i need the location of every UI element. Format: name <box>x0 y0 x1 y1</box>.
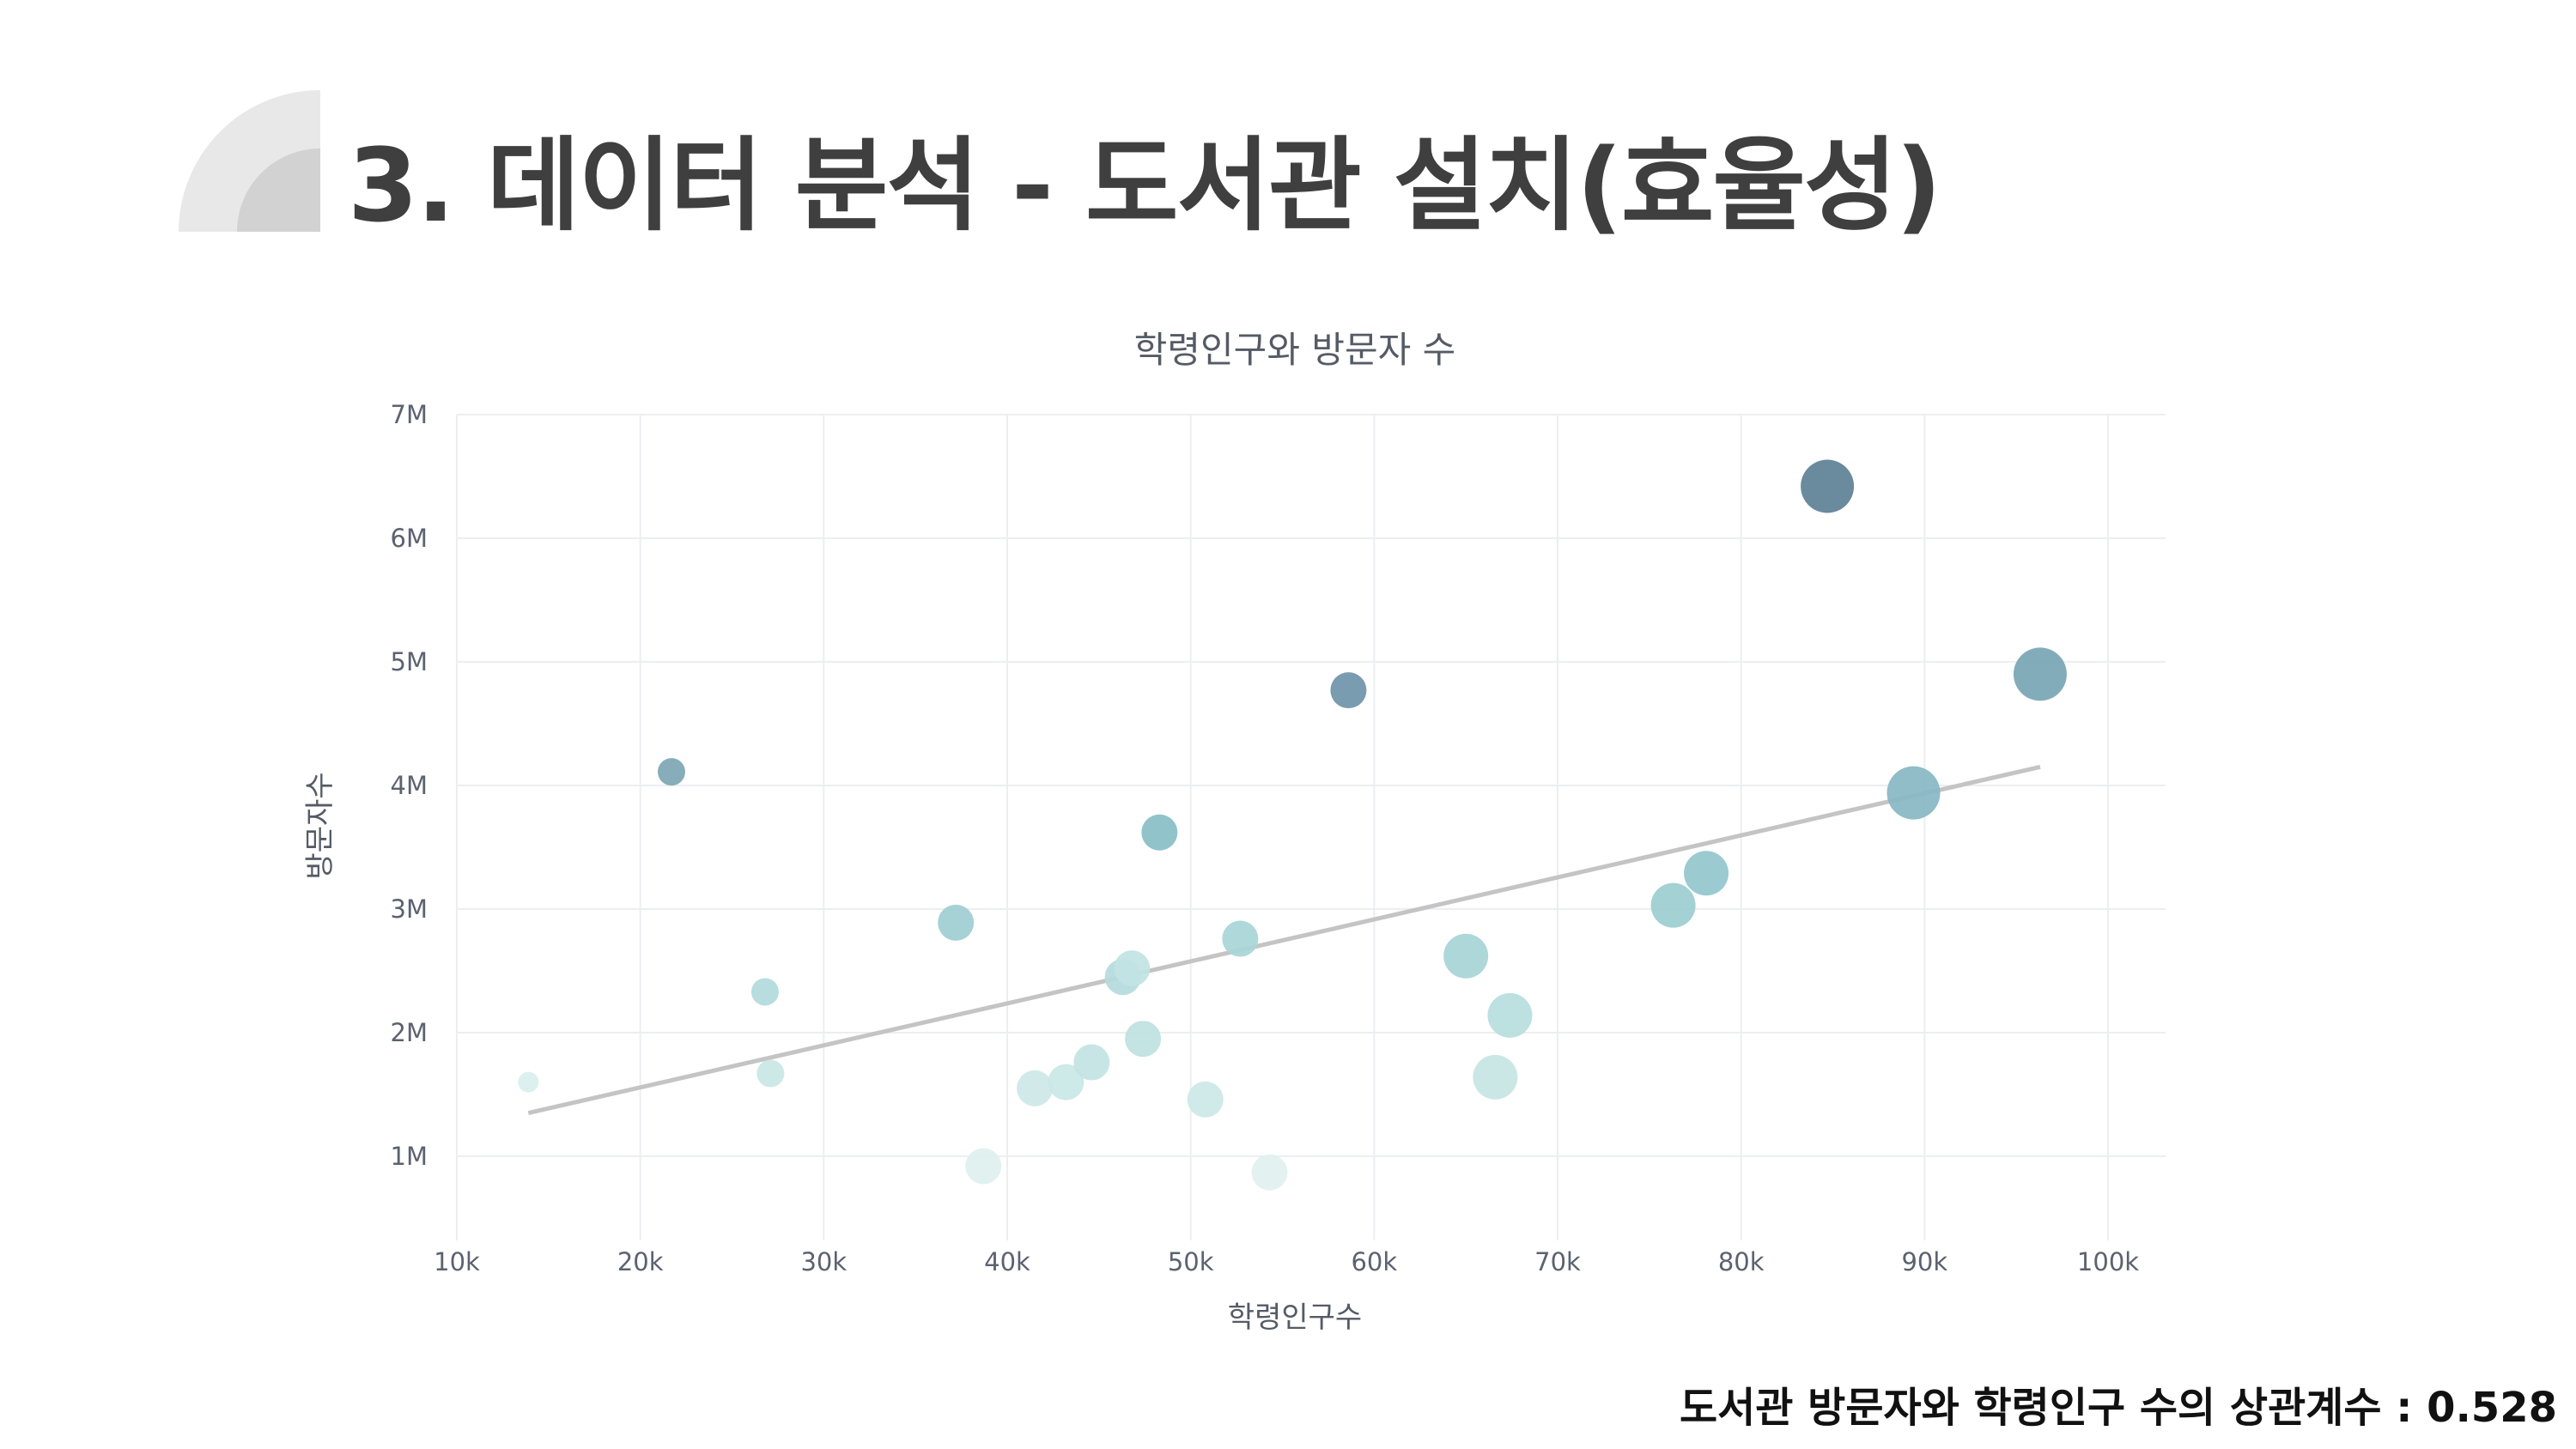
trendline-group <box>527 764 2041 1116</box>
trendline <box>527 764 2041 1116</box>
data-point <box>750 978 779 1006</box>
x-tick-label: 30k <box>800 1247 847 1276</box>
corner-decoration <box>179 90 320 232</box>
x-tick-label: 20k <box>617 1247 664 1276</box>
data-point <box>2013 647 2067 701</box>
data-point <box>1487 992 1533 1038</box>
data-point <box>1886 766 1941 820</box>
data-point <box>1114 950 1151 987</box>
y-tick-label: 1M <box>391 1142 428 1171</box>
data-point <box>1650 882 1696 928</box>
correlation-note: 도서관 방문자와 학령인구 수의 상관계수 : 0.528 <box>1679 1384 2557 1432</box>
data-point <box>938 904 975 941</box>
data-point <box>756 1059 785 1088</box>
slide-title: 3. 데이터 분석 - 도서관 설치(효율성) <box>348 126 1941 245</box>
chart-title: 학령인구와 방문자 수 <box>1134 329 1455 371</box>
data-point <box>1684 851 1729 896</box>
y-tick-label: 3M <box>391 894 428 924</box>
y-tick-label: 2M <box>391 1018 428 1047</box>
data-point <box>1187 1081 1224 1118</box>
y-tick-label: 4M <box>391 771 428 800</box>
y-tick-label: 7M <box>391 400 428 429</box>
data-point <box>1443 933 1489 979</box>
data-point <box>1330 672 1367 709</box>
x-tick-label: 90k <box>1901 1247 1947 1276</box>
x-tick-label: 70k <box>1534 1247 1581 1276</box>
x-tick-label: 80k <box>1718 1247 1765 1276</box>
x-tick-label: 50k <box>1168 1247 1214 1276</box>
x-axis-label: 학령인구수 <box>1228 1300 1362 1335</box>
data-point <box>1473 1054 1518 1100</box>
data-point <box>1048 1064 1084 1100</box>
data-point <box>1801 459 1855 513</box>
deco-quarter-circle-dark <box>237 149 320 232</box>
x-axis-ticks: 10k 20k 30k 40k 50k 60k 70k 80k 90k 100k <box>434 1247 2139 1276</box>
data-point <box>1222 920 1259 957</box>
data-point <box>1017 1070 1054 1106</box>
x-tick-label: 100k <box>2077 1247 2139 1276</box>
y-tick-label: 6M <box>391 524 428 553</box>
data-point <box>1141 814 1178 851</box>
x-tick-label: 60k <box>1351 1247 1397 1276</box>
y-axis-ticks: 1M 2M 3M 4M 5M 6M 7M <box>391 400 428 1171</box>
data-point <box>1251 1154 1288 1191</box>
chart-grid <box>456 414 2166 1240</box>
y-tick-label: 5M <box>391 647 428 676</box>
data-point <box>965 1148 1002 1185</box>
data-point <box>1125 1021 1162 1058</box>
x-tick-label: 40k <box>984 1247 1030 1276</box>
data-point <box>657 758 685 786</box>
data-point <box>518 1071 539 1093</box>
data-point <box>1073 1044 1110 1081</box>
x-tick-label: 10k <box>434 1247 480 1276</box>
y-axis-label: 방문자수 <box>303 772 337 879</box>
data-points <box>518 459 2067 1191</box>
